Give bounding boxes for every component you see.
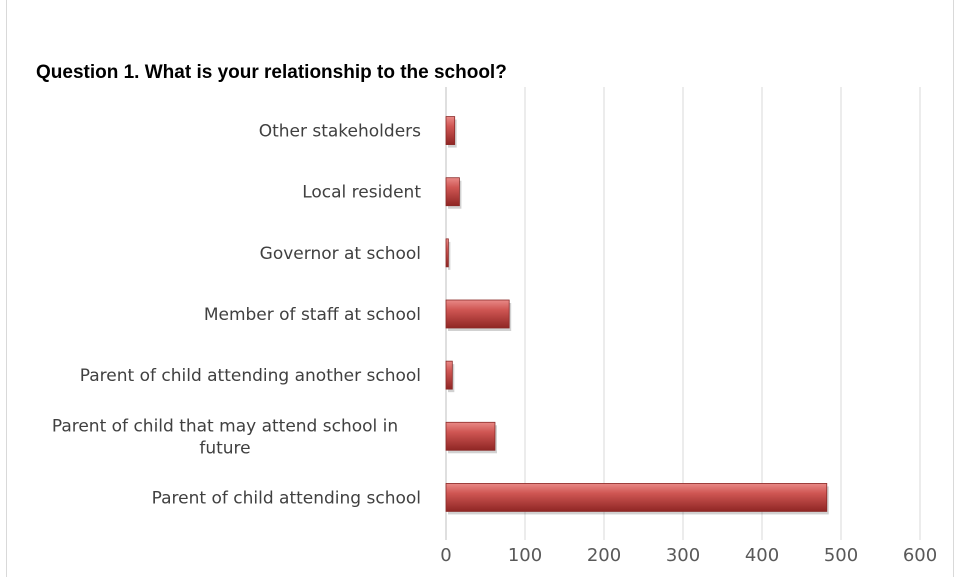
x-tick-label: 300 [666, 545, 700, 566]
grid-lines [445, 87, 921, 540]
bar [445, 421, 496, 451]
x-tick-labels: 0 100 200 300 400 500 600 [440, 545, 937, 566]
category-label: Other stakeholders [259, 122, 421, 142]
x-tick-label: 500 [824, 545, 858, 566]
bar [445, 238, 449, 268]
category-labels: Parent of child attending school Parent o… [52, 122, 421, 509]
bar [445, 177, 460, 207]
bar [445, 360, 453, 390]
x-tick-label: 400 [745, 545, 779, 566]
bar [445, 116, 456, 145]
category-label: Governor at school [260, 244, 421, 264]
category-label: Local resident [302, 183, 421, 203]
category-label: Parent of child attending another school [80, 366, 421, 386]
category-label: Parent of child that may attend school i… [52, 416, 398, 458]
bars [445, 116, 829, 515]
chart-title: Question 1. What is your relationship to… [36, 62, 507, 83]
x-tick-label: 0 [440, 545, 451, 566]
x-tick-label: 600 [903, 545, 937, 566]
x-tick-label: 100 [508, 545, 542, 566]
category-label: Member of staff at school [204, 305, 421, 325]
category-label: Parent of child attending school [152, 488, 421, 508]
x-tick-label: 200 [587, 545, 621, 566]
bar [445, 483, 828, 512]
bar [445, 299, 510, 329]
chart-frame [6, 0, 954, 577]
bar-shadow [448, 241, 451, 270]
